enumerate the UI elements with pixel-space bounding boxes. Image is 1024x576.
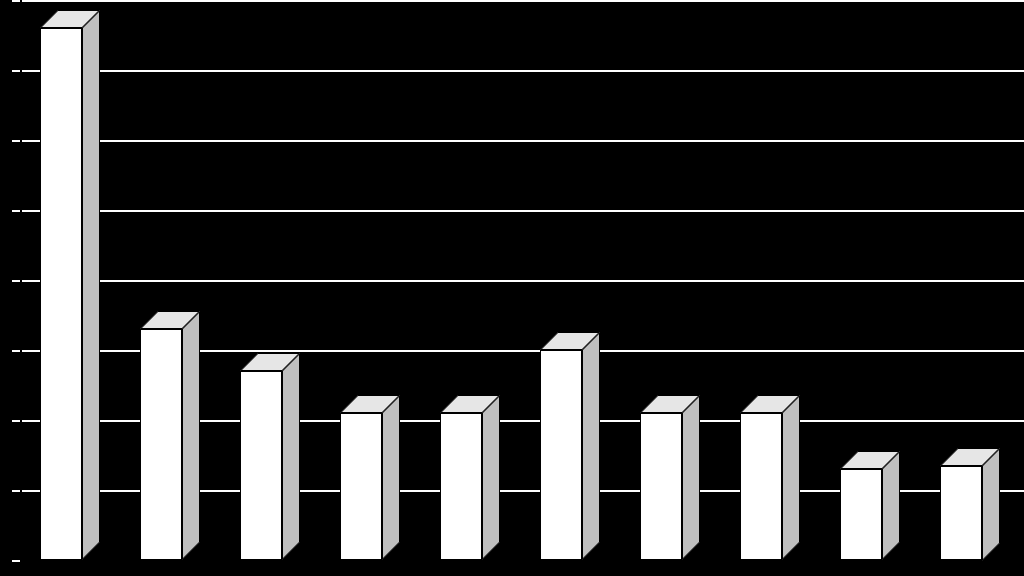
bar-side [682,395,700,560]
bar [240,353,300,560]
y-tick [12,70,20,72]
y-tick [12,280,20,282]
bar [640,395,700,560]
bar [540,332,600,560]
y-tick [12,560,20,562]
bar-front [40,28,82,560]
bar-side [482,395,500,560]
gridline [22,210,1024,212]
y-tick [12,0,20,2]
bar-side [182,311,200,560]
bar-front [740,413,782,560]
y-tick [12,420,20,422]
bar [740,395,800,560]
y-tick [12,140,20,142]
bar-side [982,448,1000,561]
bar [440,395,500,560]
gridline [22,70,1024,72]
gridline [22,0,1024,2]
bar-side [582,332,600,560]
bar-side [82,10,100,560]
bar-front [640,413,682,560]
y-tick [12,490,20,492]
bar [340,395,400,560]
bar-front [340,413,382,560]
bar-side [382,395,400,560]
bar-front [540,350,582,560]
gridline [22,280,1024,282]
bar [40,10,100,560]
bar-side [782,395,800,560]
bar-front [240,371,282,560]
bar-front [840,469,882,560]
bar-front [140,329,182,560]
bar-front [940,466,982,561]
bar [940,448,1000,561]
y-tick [12,350,20,352]
bar-side [882,451,900,560]
bar-chart [0,0,1024,576]
bar [140,311,200,560]
bar [840,451,900,560]
bar-front [440,413,482,560]
gridline [22,140,1024,142]
plot-area [0,0,1024,576]
bar-side [282,353,300,560]
y-tick [12,210,20,212]
